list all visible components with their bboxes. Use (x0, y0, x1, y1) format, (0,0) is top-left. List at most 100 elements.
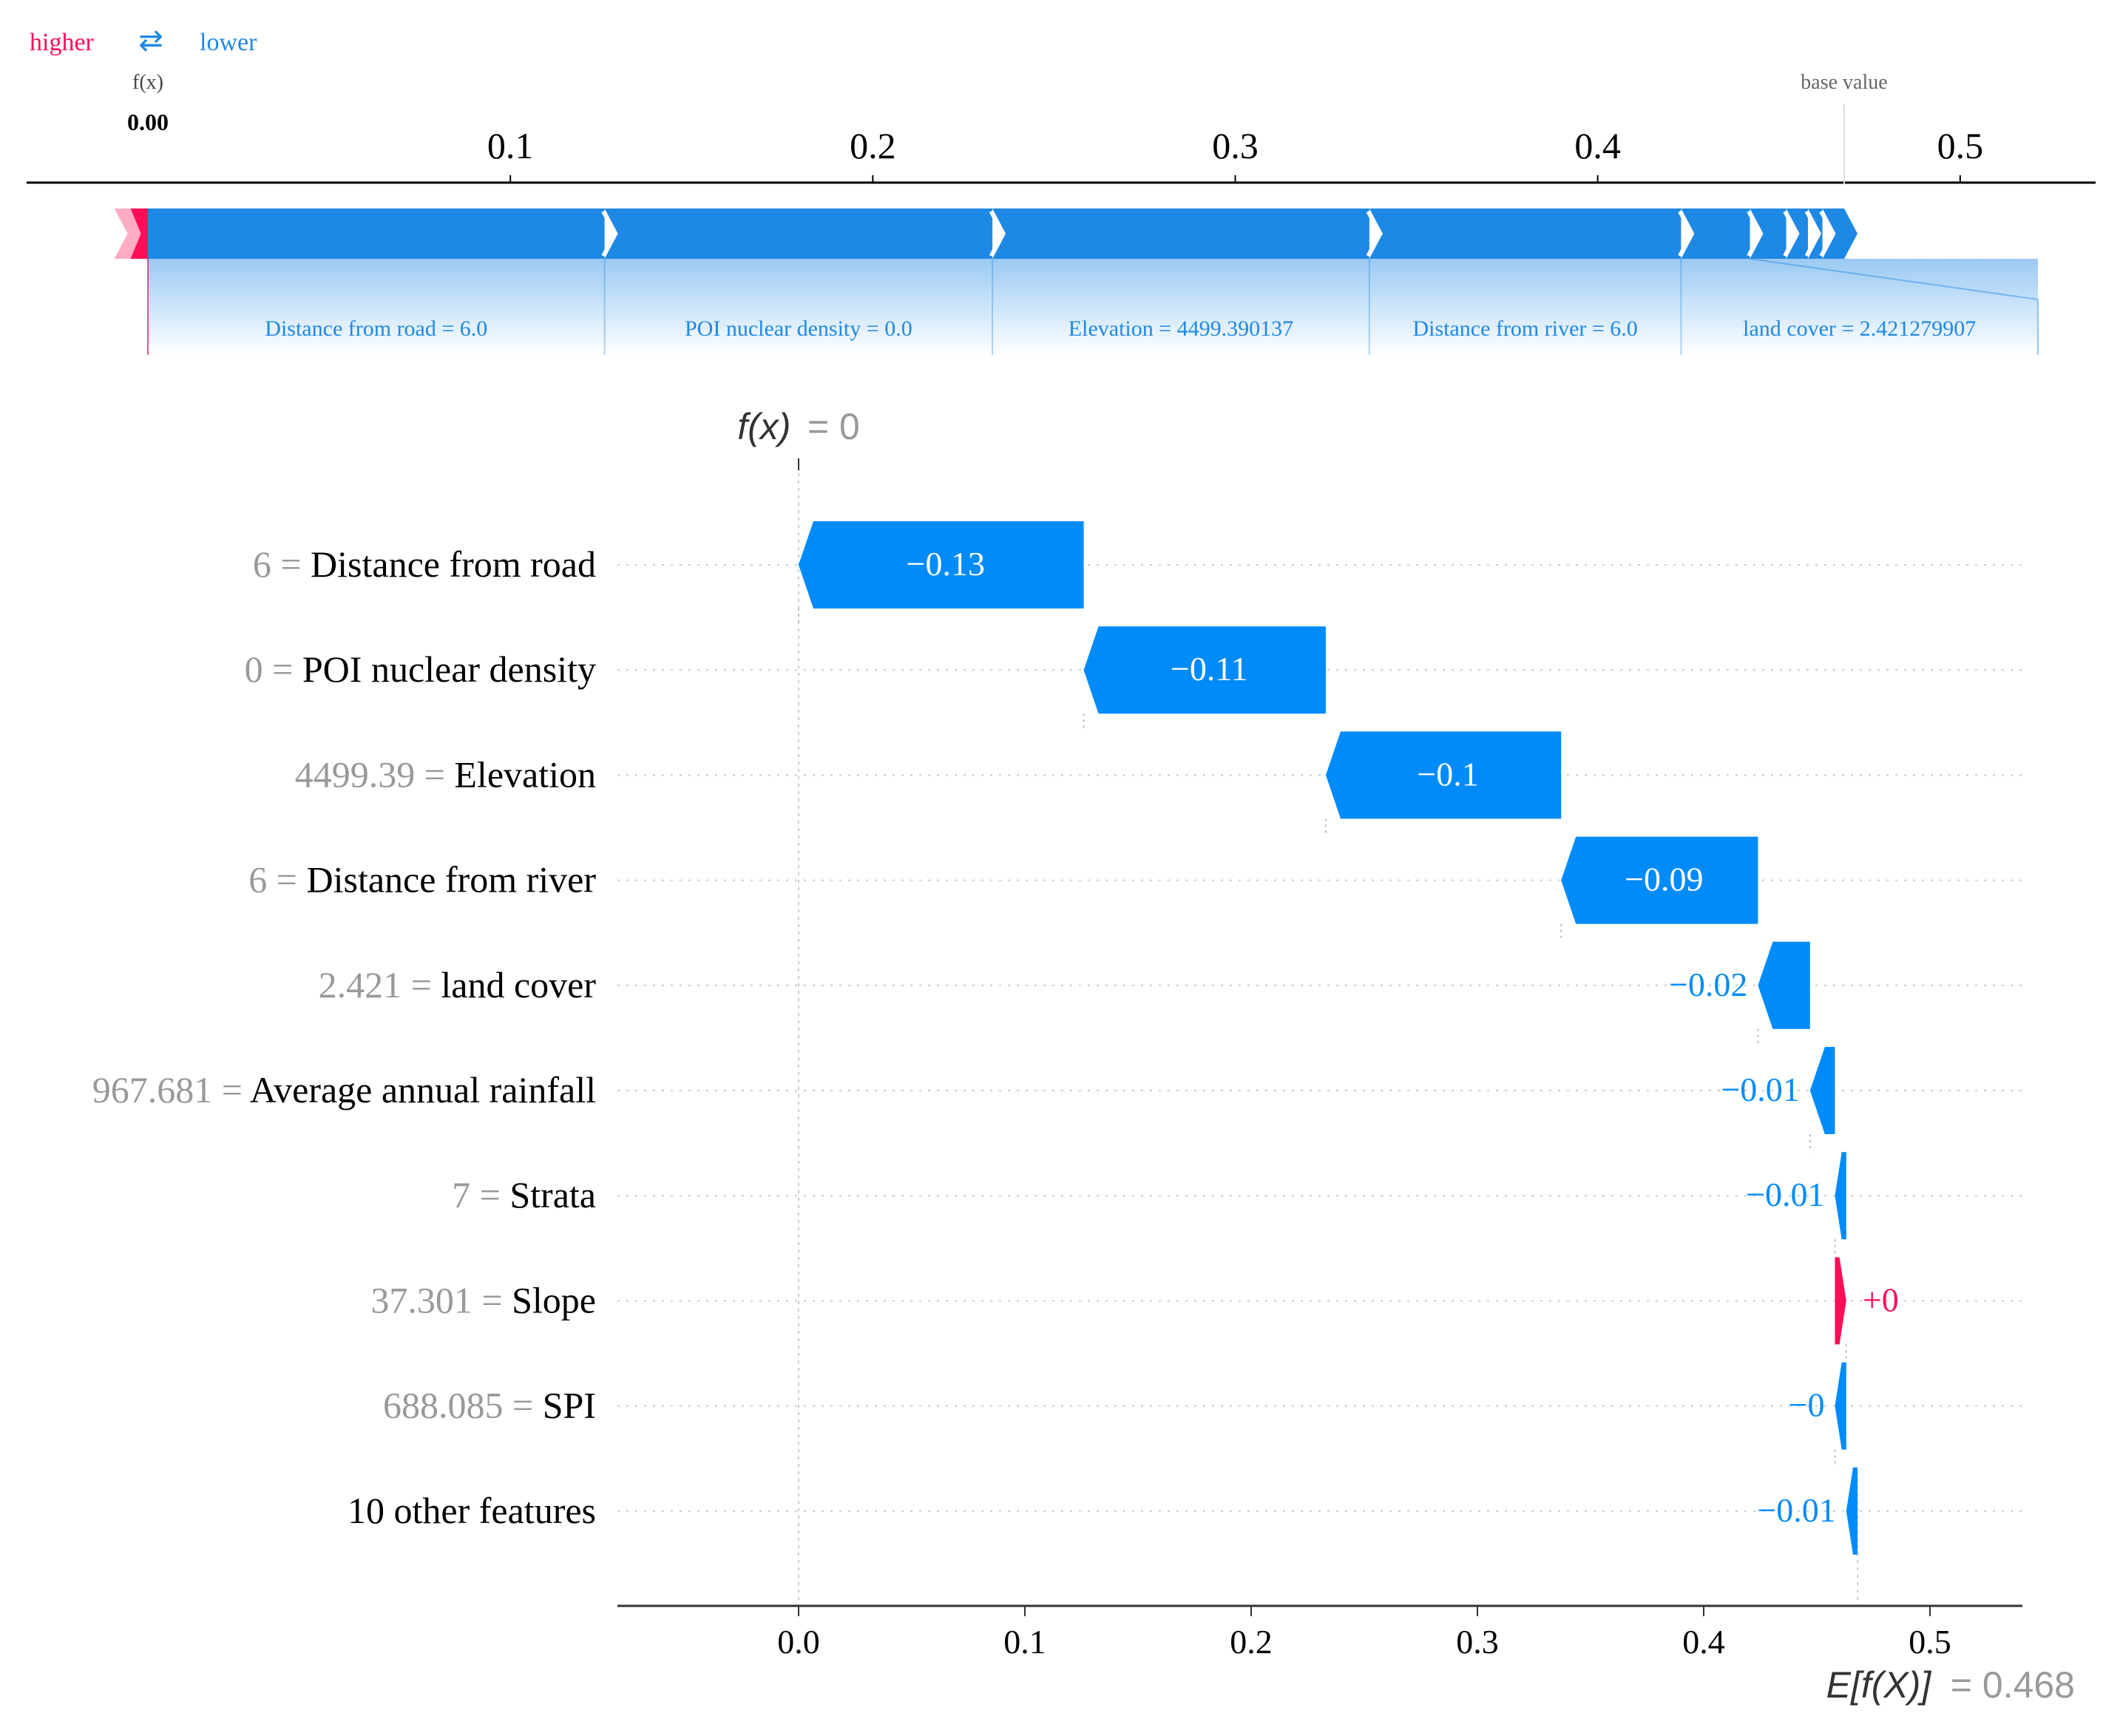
waterfall-bar-label: −0.02 (1669, 966, 1747, 1003)
force-fx-value: 0.00 (127, 109, 169, 135)
row-label: 10 other features (348, 1490, 596, 1531)
row-feature-value: 6 (248, 859, 267, 901)
waterfall-bar-label: −0.11 (1171, 650, 1248, 688)
x-tick-label: 0.0 (777, 1623, 820, 1661)
base-label-expr: E[f(X)] (1826, 1664, 1932, 1706)
force-labels: Distance from road = 6.0 POI nuclear dens… (265, 316, 1976, 341)
force-tick-label: 0.1 (487, 125, 534, 166)
row-equals: = (212, 1069, 249, 1111)
row-feature-name: land cover (441, 964, 596, 1006)
row-label: 7 = Strata (452, 1174, 596, 1215)
waterfall-bar (1758, 941, 1810, 1029)
waterfall-bar (1835, 1362, 1846, 1450)
row-feature-value: 0 (245, 648, 263, 690)
row-label: 6 = Distance from river (248, 859, 596, 901)
legend-higher: higher (30, 29, 95, 56)
force-segment-divider (1366, 210, 1382, 257)
force-segment (1822, 208, 1857, 259)
row-label: 4499.39 = Elevation (295, 753, 596, 795)
row-feature-value: 6 (253, 543, 271, 585)
row-feature-value: 4499.39 (295, 753, 416, 795)
force-segment (1786, 208, 1808, 259)
x-tick-label: 0.2 (1230, 1623, 1273, 1661)
row-feature-value: 688.085 (383, 1385, 504, 1426)
row-equals: = (473, 1279, 512, 1320)
force-segment-divider (1783, 210, 1799, 257)
row-feature-value: 2.421 (319, 964, 402, 1006)
waterfall-rows: 6 = Distance from road −0.13 0 = POI nucle… (92, 521, 1899, 1555)
force-segment-divider (1804, 210, 1821, 257)
base-label-value: = 0.468 (1951, 1664, 2075, 1706)
waterfall-title-fx: f(x) (737, 406, 790, 447)
force-segment (1369, 208, 1682, 259)
force-label-fade (992, 259, 1369, 355)
waterfall-bar-label: −0.01 (1746, 1176, 1824, 1213)
force-label-fade (604, 259, 993, 355)
waterfall-plot: f(x) = 0 6 = Distance from road −0.13 0 = … (92, 406, 2075, 1706)
row-equals: = (267, 859, 306, 901)
x-tick-label: 0.3 (1456, 1623, 1499, 1661)
force-segment (1750, 208, 1787, 259)
force-segment (1681, 208, 1750, 259)
row-feature-name: Distance from river (306, 859, 596, 901)
waterfall-bar-label: −0.13 (907, 545, 985, 583)
row-feature-name: Strata (509, 1174, 596, 1215)
force-bar (114, 208, 1857, 355)
force-segment (992, 208, 1369, 259)
waterfall-bar (1561, 836, 1758, 924)
row-feature-value: 37.301 (370, 1279, 473, 1320)
force-segment-divider (1819, 210, 1835, 257)
force-segment-label: Distance from river = 6.0 (1412, 316, 1637, 341)
waterfall-title-value: = 0 (807, 406, 860, 447)
row-label: 967.681 = Average annual rainfall (92, 1069, 596, 1111)
waterfall-base-label: E[f(X)] = 0.468 (1826, 1664, 2075, 1706)
force-segment-divider (989, 210, 1005, 257)
row-feature-name: Slope (512, 1279, 596, 1320)
row-label: 2.421 = land cover (319, 964, 597, 1006)
row-feature-value: 7 (452, 1174, 470, 1215)
row-equals: = (402, 964, 441, 1006)
row-equals: = (415, 753, 454, 795)
force-segment (604, 208, 993, 259)
waterfall-bar (1325, 731, 1562, 819)
force-axis-ticks: 0.1 0.2 0.3 0.4 0.5 (487, 125, 1983, 183)
waterfall-bar-label: +0 (1863, 1281, 1899, 1318)
force-segment-label: Elevation = 4499.390137 (1069, 316, 1293, 341)
waterfall-bar (1083, 626, 1326, 714)
waterfall-bar-label: −0 (1789, 1386, 1825, 1424)
force-label-fade (1369, 259, 1682, 355)
force-segment-label: land cover = 2.421279907 (1743, 316, 1976, 341)
force-segment-label: Distance from road = 6.0 (265, 316, 487, 341)
waterfall-bar (1835, 1152, 1846, 1240)
row-equals: = (263, 648, 302, 690)
force-tick-label: 0.4 (1574, 125, 1621, 166)
x-tick-label: 0.4 (1682, 1623, 1725, 1661)
waterfall-bar-label: −0.01 (1721, 1071, 1799, 1108)
force-tick-label: 0.2 (850, 125, 896, 166)
row-equals: = (271, 543, 311, 585)
force-label-connector (1750, 258, 2039, 300)
x-tick-label: 0.5 (1909, 1623, 1951, 1661)
waterfall-bar (1835, 1257, 1846, 1345)
force-segment-divider (601, 210, 617, 257)
row-feature-value: 967.681 (92, 1069, 213, 1111)
waterfall-bar-label: −0.09 (1625, 861, 1703, 898)
waterfall-bar (1846, 1467, 1858, 1555)
waterfall-bar-label: −0.1 (1417, 755, 1478, 793)
row-label: 6 = Distance from road (253, 543, 596, 585)
row-label: 688.085 = SPI (383, 1385, 596, 1426)
force-label-fade (1681, 259, 2038, 355)
waterfall-bar-label: −0.01 (1757, 1491, 1835, 1529)
row-equals: = (504, 1385, 543, 1426)
force-tick-label: 0.5 (1937, 125, 1984, 166)
force-positive-segment (130, 208, 148, 259)
force-segment (1807, 208, 1823, 259)
waterfall-bar (1809, 1047, 1835, 1134)
row-label: 37.301 = Slope (370, 1279, 596, 1320)
x-tick-label: 0.1 (1003, 1623, 1046, 1661)
row-equals: = (470, 1174, 509, 1215)
row-feature-name: POI nuclear density (302, 648, 596, 690)
force-label-fade (148, 259, 605, 355)
row-feature-name: Elevation (454, 753, 596, 795)
